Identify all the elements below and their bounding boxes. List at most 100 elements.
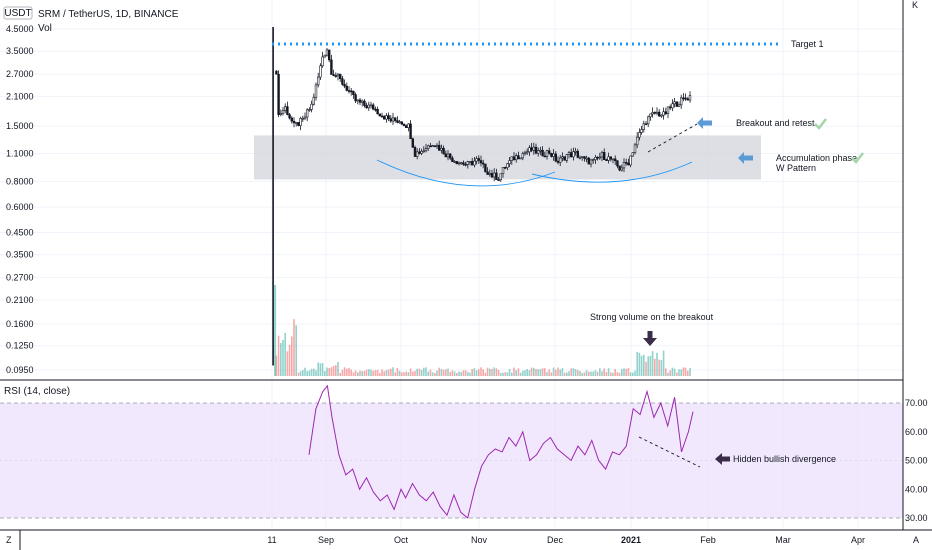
candle-body[interactable]	[506, 163, 509, 168]
candle-body[interactable]	[358, 99, 362, 103]
candle-body[interactable]	[640, 129, 643, 133]
time-axis[interactable]: 11 Sep Oct Nov Dec 2021 Feb Mar Apr	[267, 535, 865, 545]
candle-body[interactable]	[301, 117, 304, 120]
candle-body[interactable]	[539, 149, 542, 152]
candle-body[interactable]	[508, 160, 511, 165]
candle-body[interactable]	[281, 110, 285, 114]
candle-body[interactable]	[585, 157, 588, 160]
candle-body[interactable]	[330, 59, 333, 75]
candle-body[interactable]	[349, 90, 353, 93]
candle-body[interactable]	[352, 90, 355, 95]
candle-body[interactable]	[369, 104, 373, 107]
candle-body[interactable]	[519, 157, 522, 160]
candle-body[interactable]	[622, 162, 626, 169]
candle-body[interactable]	[660, 114, 663, 117]
candle-body[interactable]	[325, 49, 329, 56]
candle-body[interactable]	[631, 152, 635, 157]
candle-body[interactable]	[407, 123, 410, 128]
candle-body[interactable]	[627, 162, 630, 166]
candle-body[interactable]	[457, 162, 461, 165]
candle-body[interactable]	[365, 105, 368, 109]
candle-body[interactable]	[514, 155, 518, 161]
candle-body[interactable]	[543, 155, 547, 158]
candle-body[interactable]	[290, 117, 293, 122]
candle-body[interactable]	[510, 156, 513, 161]
candle-body[interactable]	[633, 144, 637, 153]
candle-body[interactable]	[541, 149, 544, 157]
candle-body[interactable]	[591, 159, 595, 161]
candle-body[interactable]	[338, 73, 342, 79]
candle-body[interactable]	[382, 116, 386, 120]
candle-body[interactable]	[470, 161, 474, 166]
candle-body[interactable]	[440, 147, 443, 151]
candle-body[interactable]	[319, 65, 322, 78]
candle-body[interactable]	[420, 151, 423, 154]
candle-body[interactable]	[327, 49, 331, 61]
candle-body[interactable]	[499, 173, 502, 181]
candle-body[interactable]	[468, 161, 472, 163]
candle-body[interactable]	[292, 120, 296, 124]
candle-body[interactable]	[649, 113, 652, 118]
candle-body[interactable]	[424, 148, 428, 152]
candle-body[interactable]	[312, 96, 315, 105]
candle-body[interactable]	[556, 160, 560, 163]
candle-body[interactable]	[501, 167, 505, 175]
candle-body[interactable]	[629, 155, 632, 166]
candle-body[interactable]	[657, 111, 661, 117]
corner-left-button[interactable]: Z	[6, 535, 12, 545]
candle-body[interactable]	[569, 152, 573, 158]
candle-body[interactable]	[523, 152, 527, 155]
candle-body[interactable]	[497, 179, 500, 181]
candle-body[interactable]	[525, 151, 529, 154]
candle-body[interactable]	[677, 104, 681, 107]
candle-body[interactable]	[321, 56, 324, 67]
candle-body[interactable]	[391, 117, 395, 122]
candle-body[interactable]	[459, 162, 463, 165]
candle-body[interactable]	[413, 147, 417, 157]
candle-body[interactable]	[576, 150, 580, 158]
candle-body[interactable]	[664, 111, 668, 114]
candle-body[interactable]	[437, 144, 441, 151]
price-axis[interactable]: 4.5000 3.5000 2.7000 2.1000 1.5000 1.1000 0.80…	[6, 24, 34, 375]
candle-body[interactable]	[360, 100, 364, 103]
candle-body[interactable]	[534, 146, 538, 154]
candle-body[interactable]	[371, 104, 375, 110]
candle-body[interactable]	[411, 138, 414, 148]
price-candles[interactable]	[272, 27, 692, 366]
candle-body[interactable]	[671, 103, 674, 109]
candle-body[interactable]	[492, 172, 496, 178]
candle-body[interactable]	[635, 136, 639, 146]
candle-body[interactable]	[611, 158, 615, 161]
candle-body[interactable]	[536, 150, 540, 154]
candle-body[interactable]	[486, 171, 489, 175]
candle-body[interactable]	[517, 155, 520, 160]
candle-body[interactable]	[684, 97, 687, 100]
candle-body[interactable]	[545, 150, 549, 157]
candle-body[interactable]	[380, 115, 384, 118]
candle-body[interactable]	[547, 150, 551, 154]
candle-body[interactable]	[442, 147, 445, 155]
candle-body[interactable]	[446, 153, 450, 158]
candle-body[interactable]	[624, 162, 628, 164]
candle-body[interactable]	[530, 147, 533, 151]
candle-body[interactable]	[644, 123, 648, 126]
candle-body[interactable]	[550, 153, 553, 157]
candle-body[interactable]	[572, 151, 575, 158]
candle-body[interactable]	[402, 123, 406, 126]
candle-body[interactable]	[554, 153, 558, 162]
candle-body[interactable]	[396, 120, 399, 123]
candle-body[interactable]	[668, 106, 672, 109]
candle-body[interactable]	[532, 146, 536, 151]
candle-body[interactable]	[385, 115, 388, 120]
candle-body[interactable]	[310, 103, 313, 110]
candle-body[interactable]	[286, 106, 289, 115]
candle-body[interactable]	[277, 73, 280, 115]
candle-body[interactable]	[448, 153, 452, 159]
candle-body[interactable]	[473, 160, 476, 166]
candle-body[interactable]	[490, 173, 494, 178]
candle-body[interactable]	[354, 94, 357, 102]
candle-body[interactable]	[444, 153, 447, 158]
candle-body[interactable]	[363, 100, 366, 106]
candle-body[interactable]	[393, 117, 397, 121]
candle-body[interactable]	[596, 156, 599, 159]
